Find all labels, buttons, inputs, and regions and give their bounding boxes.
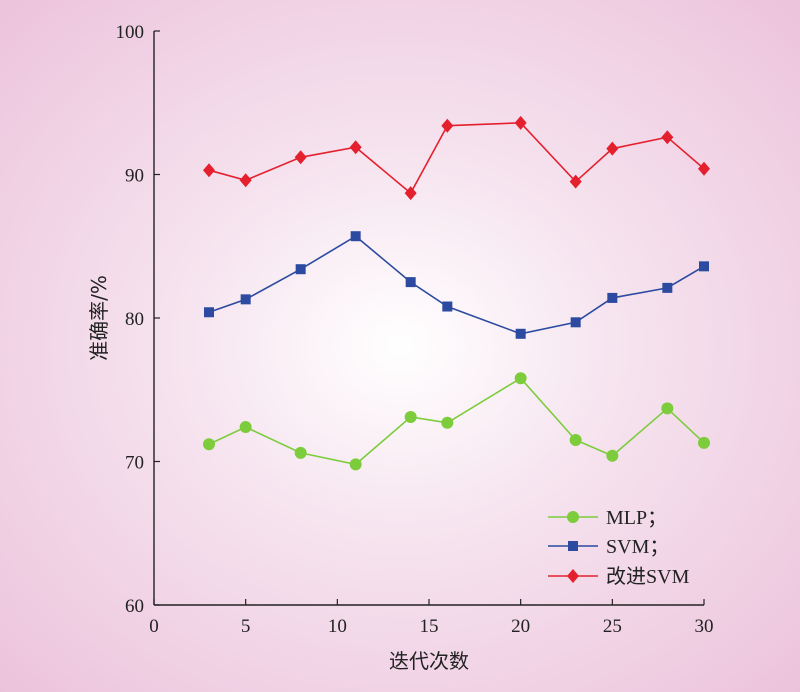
y-tick-label: 60 bbox=[125, 596, 144, 617]
data-point bbox=[295, 264, 306, 275]
x-tick-label: 10 bbox=[328, 616, 347, 637]
series-layer bbox=[203, 115, 710, 471]
legend-label: MLP； bbox=[606, 507, 667, 529]
data-point bbox=[515, 328, 526, 339]
data-point bbox=[606, 449, 619, 462]
legend-marker bbox=[568, 541, 578, 551]
data-point bbox=[442, 301, 453, 312]
data-point bbox=[569, 174, 582, 189]
x-tick-label: 15 bbox=[420, 616, 439, 637]
data-point bbox=[699, 261, 709, 272]
data-point bbox=[405, 277, 416, 288]
data-point bbox=[294, 446, 307, 459]
data-point bbox=[698, 436, 710, 449]
x-axis-title: 迭代次数 bbox=[389, 649, 469, 673]
legend-label: SVM； bbox=[606, 536, 669, 558]
data-point bbox=[441, 416, 454, 429]
series-2 bbox=[203, 115, 710, 201]
data-point bbox=[662, 282, 673, 293]
data-point bbox=[350, 231, 361, 242]
data-point bbox=[570, 317, 581, 328]
data-point bbox=[239, 421, 252, 434]
data-point bbox=[441, 118, 454, 133]
x-tick-label: 0 bbox=[149, 616, 159, 637]
x-tick-label: 30 bbox=[695, 616, 714, 637]
y-tick-label: 100 bbox=[116, 22, 145, 43]
series-1 bbox=[204, 231, 709, 339]
y-tick-label: 80 bbox=[125, 309, 144, 330]
legend: MLP； SVM； 改进SVM bbox=[548, 507, 690, 588]
series-line bbox=[208, 122, 705, 195]
data-point bbox=[349, 140, 362, 155]
data-point bbox=[514, 372, 527, 385]
data-point bbox=[294, 150, 307, 165]
data-point bbox=[203, 438, 215, 451]
x-tick-label: 25 bbox=[603, 616, 622, 637]
series-0 bbox=[203, 372, 710, 471]
data-point bbox=[240, 294, 251, 305]
data-point bbox=[606, 141, 619, 156]
data-point bbox=[203, 163, 215, 178]
data-point bbox=[349, 458, 362, 471]
data-point bbox=[569, 433, 582, 446]
legend-label: 改进SVM bbox=[606, 565, 690, 588]
data-point bbox=[607, 292, 618, 303]
series-line bbox=[208, 377, 705, 466]
data-point bbox=[239, 173, 252, 188]
x-tick-label: 5 bbox=[241, 616, 251, 637]
y-tick-label: 70 bbox=[125, 453, 144, 474]
data-point bbox=[514, 115, 527, 130]
x-tick-label: 20 bbox=[511, 616, 530, 637]
data-point bbox=[698, 161, 710, 176]
axes: 60 70 80 90 100 0 5 10 15 20 25 30 bbox=[116, 22, 714, 637]
legend-marker bbox=[567, 569, 579, 583]
data-point bbox=[204, 307, 214, 318]
data-point bbox=[404, 411, 417, 424]
series-line bbox=[208, 235, 705, 335]
data-point bbox=[661, 130, 674, 145]
y-tick-label: 90 bbox=[125, 166, 144, 187]
legend-marker bbox=[567, 511, 579, 523]
data-point bbox=[404, 186, 417, 201]
y-axis-title: 准确率/% bbox=[87, 275, 111, 361]
data-point bbox=[661, 402, 674, 415]
